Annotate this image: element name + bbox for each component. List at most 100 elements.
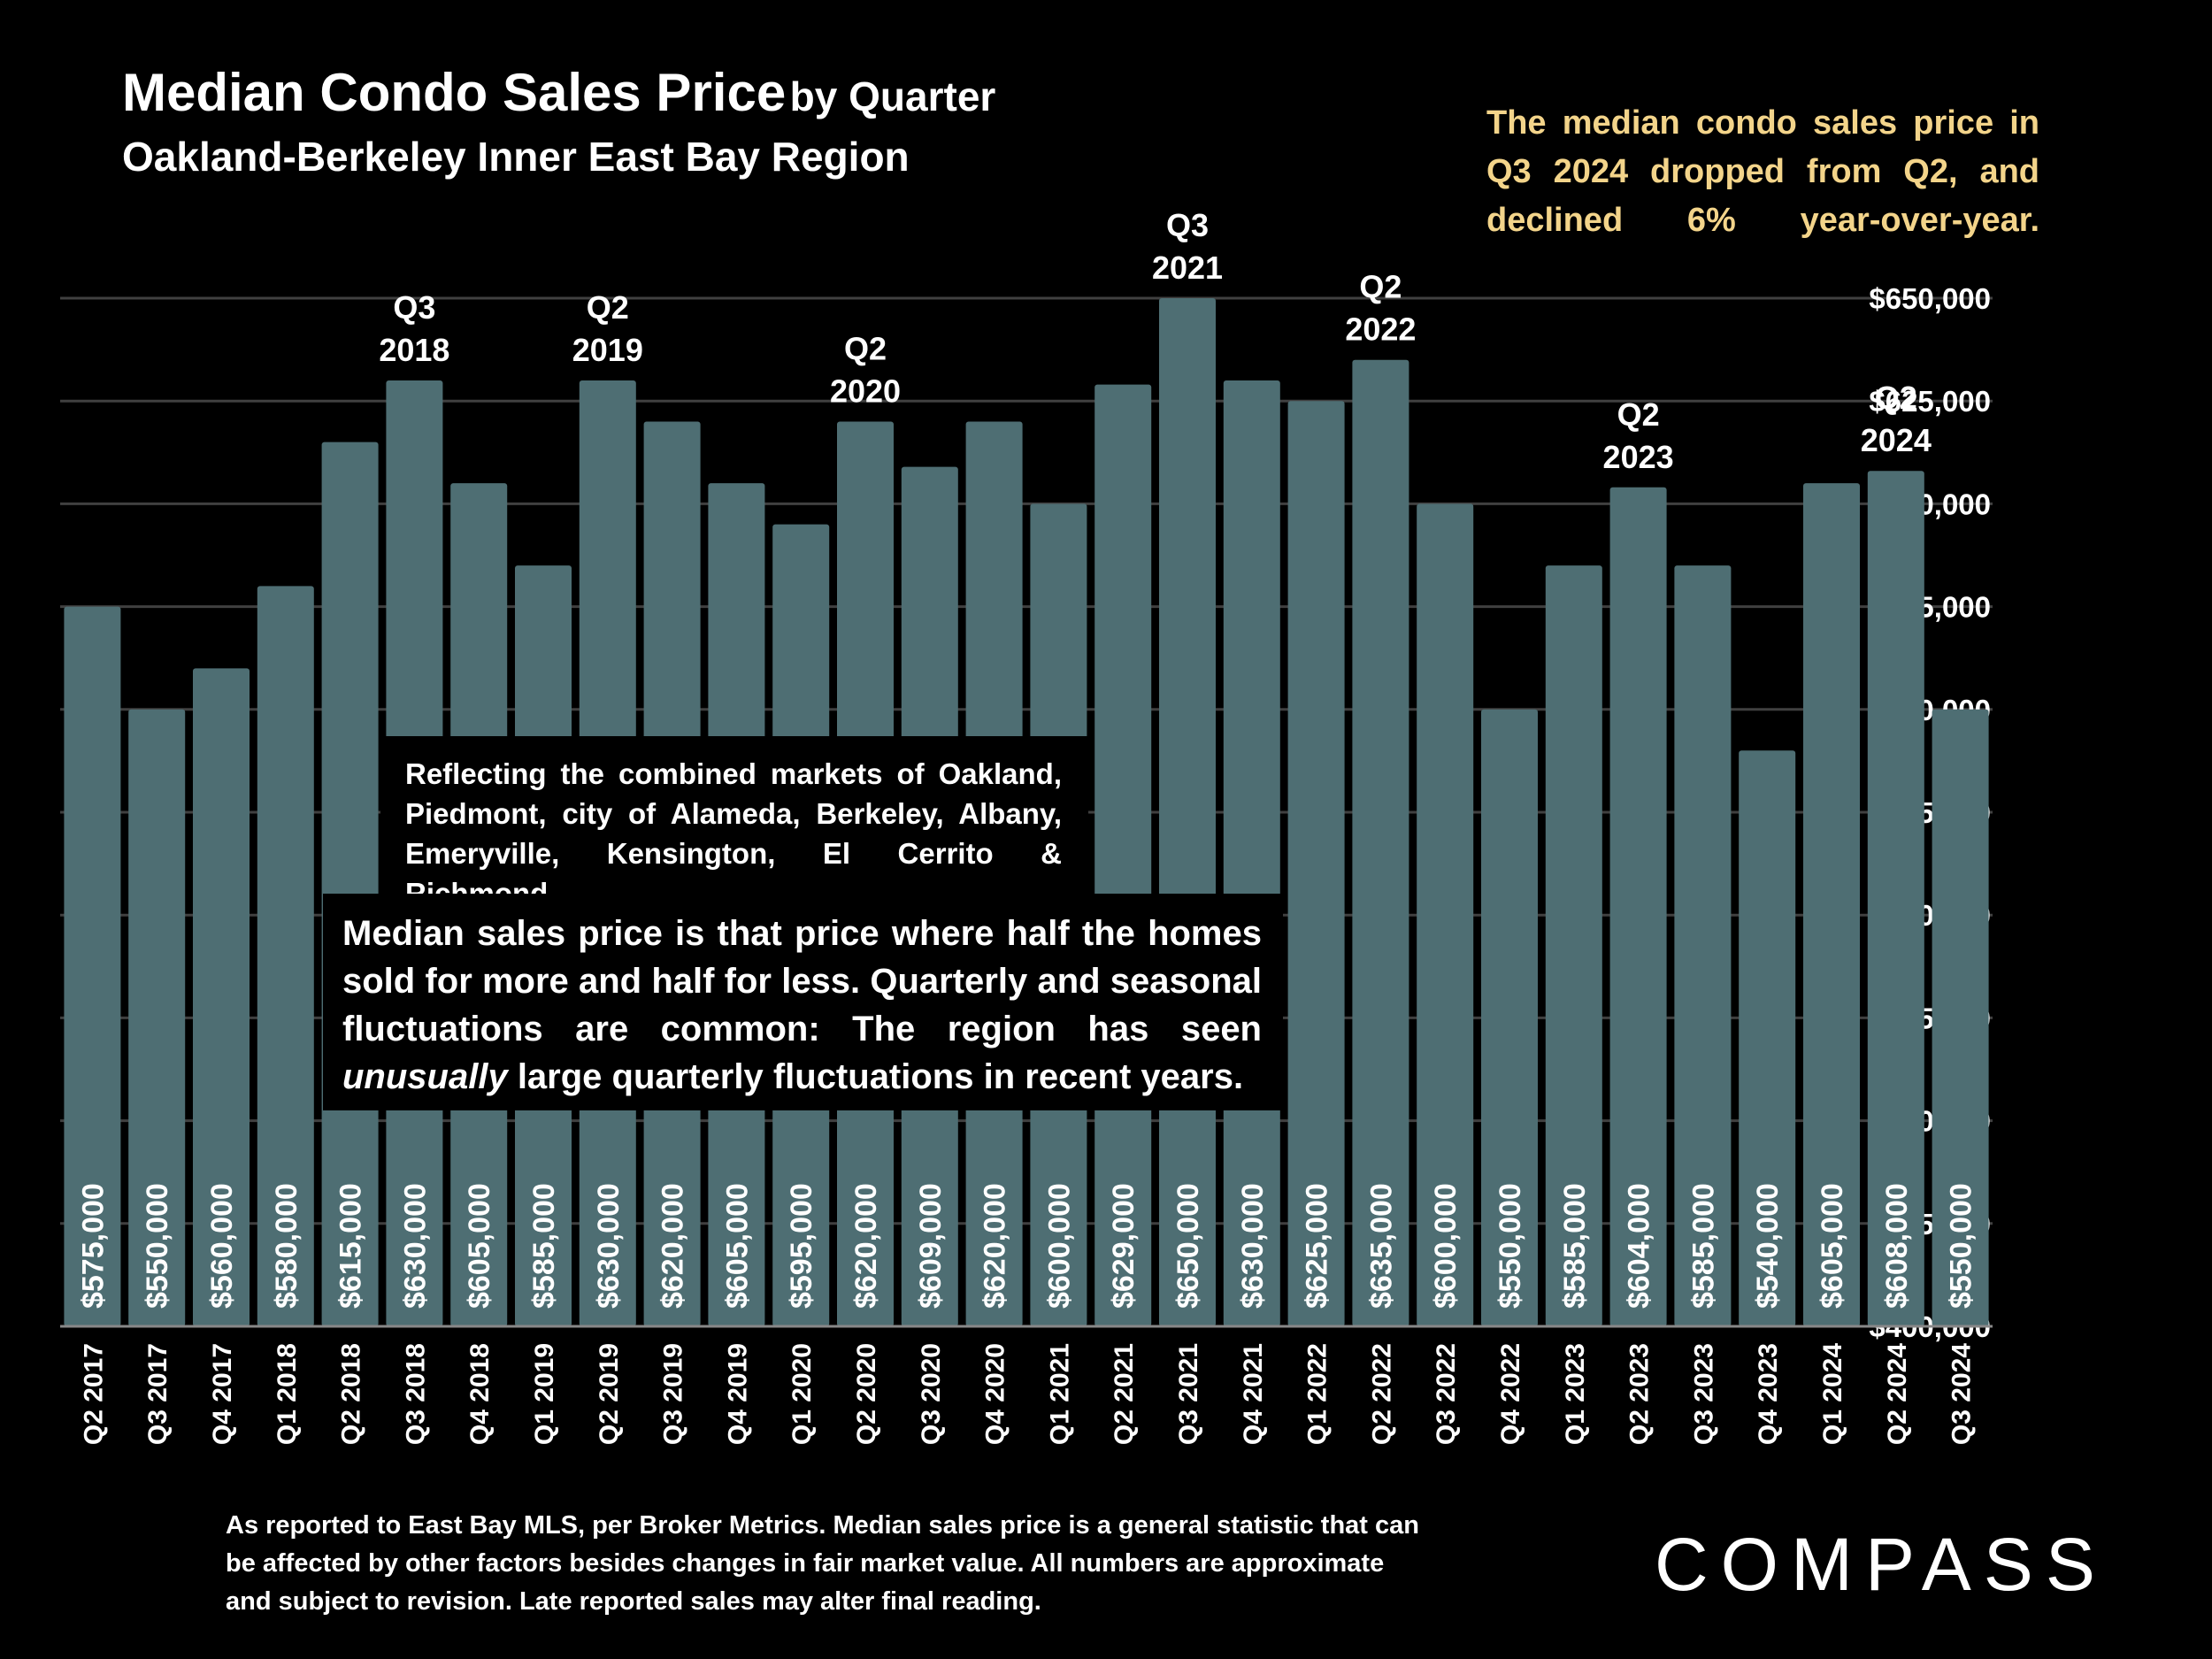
bar-value-label: $608,000	[1880, 1183, 1914, 1309]
median-note-emphasis: unusually	[342, 1057, 508, 1096]
peak-annotation-quarter: Q2	[587, 289, 629, 326]
peak-annotation-year: 2023	[1603, 439, 1674, 475]
x-tick-label: Q4 2018	[465, 1343, 495, 1445]
peak-annotation-year: 2020	[830, 373, 901, 409]
bar-value-label: $609,000	[914, 1183, 948, 1309]
bar	[1545, 565, 1602, 1326]
median-note-line: Median sales price is that price where h…	[342, 914, 1262, 953]
peak-annotation-quarter: Q2	[1359, 269, 1402, 305]
bar	[1417, 503, 1474, 1326]
bar	[1352, 359, 1409, 1327]
x-tick-label: Q1 2023	[1561, 1343, 1590, 1445]
x-tick-label: Q2 2022	[1367, 1343, 1396, 1445]
bar	[1481, 709, 1538, 1326]
bar-value-label: $635,000	[1364, 1183, 1398, 1309]
bar-value-label: $625,000	[1301, 1183, 1334, 1309]
footnote-line: As reported to East Bay MLS, per Broker …	[226, 1511, 1419, 1540]
x-tick-label: Q1 2024	[1818, 1343, 1847, 1445]
bar-value-label: $585,000	[1686, 1183, 1720, 1309]
peak-annotation-year: 2018	[379, 332, 449, 368]
x-tick-label: Q2 2023	[1625, 1343, 1655, 1445]
markets-note: Reflecting the combined markets of Oakla…	[380, 736, 1088, 910]
peak-annotation-year: 2021	[1152, 250, 1223, 286]
x-tick-label: Q3 2021	[1174, 1343, 1203, 1445]
bar-value-label: $615,000	[334, 1183, 368, 1309]
x-tick-label: Q1 2020	[787, 1343, 817, 1445]
x-tick-label: Q4 2019	[723, 1343, 752, 1445]
bar-value-label: $604,000	[1623, 1183, 1656, 1309]
peak-annotation-quarter: Q2	[1875, 380, 1917, 416]
peak-annotation-quarter: Q2	[1617, 396, 1660, 433]
callout-text: The median condo sales price in Q3 2024 …	[1486, 99, 2039, 245]
y-tick-label: $625,000	[1869, 385, 1991, 418]
bar-value-label: $650,000	[1171, 1183, 1205, 1309]
bar-value-label: $630,000	[592, 1183, 626, 1309]
x-tick-label: Q1 2021	[1045, 1343, 1074, 1445]
bar	[1159, 298, 1216, 1326]
median-note-line: unusually large quarterly fluctuations i…	[342, 1053, 1262, 1101]
bar-value-label: $540,000	[1751, 1183, 1785, 1309]
bar	[193, 668, 250, 1326]
x-tick-label: Q1 2022	[1303, 1343, 1333, 1445]
bar-value-label: $620,000	[979, 1183, 1012, 1309]
bar-value-label: $629,000	[1107, 1183, 1141, 1309]
bar-value-label: $550,000	[1945, 1183, 1978, 1309]
median-definition-note: Median sales price is that price where h…	[323, 894, 1283, 1110]
x-tick-label: Q2 2024	[1883, 1343, 1912, 1445]
x-tick-label: Q2 2021	[1110, 1343, 1139, 1445]
y-tick-label: $650,000	[1869, 282, 1991, 315]
x-tick-label: Q2 2018	[337, 1343, 366, 1445]
x-tick-label: Q1 2018	[273, 1343, 302, 1445]
peak-annotation-quarter: Q2	[844, 330, 887, 366]
bar	[1287, 401, 1345, 1327]
title-main: Median Condo Sales Price	[122, 63, 787, 122]
x-tick-label: Q3 2022	[1432, 1343, 1461, 1445]
x-tick-label: Q2 2020	[852, 1343, 881, 1445]
bar-value-label: $550,000	[141, 1183, 174, 1309]
x-tick-label: Q3 2023	[1689, 1343, 1718, 1445]
x-tick-label: Q3 2017	[143, 1343, 173, 1445]
bar	[257, 586, 314, 1326]
bar-value-label: $605,000	[1816, 1183, 1849, 1309]
bar	[1867, 471, 1924, 1326]
x-tick-label: Q4 2022	[1496, 1343, 1525, 1445]
x-tick-label: Q3 2024	[1947, 1343, 1977, 1445]
x-tick-label: Q4 2020	[981, 1343, 1010, 1445]
bar-value-label: $595,000	[785, 1183, 818, 1309]
x-tick-label: Q4 2023	[1754, 1343, 1783, 1445]
bar-value-label: $630,000	[398, 1183, 432, 1309]
median-note-rest: large quarterly fluctuations in recent y…	[507, 1057, 1244, 1096]
bar-value-label: $620,000	[849, 1183, 883, 1309]
bar	[1674, 565, 1732, 1326]
bar	[64, 606, 121, 1326]
title-suffix: by Quarter	[789, 73, 996, 119]
compass-logo: COMPASS	[1655, 1523, 2108, 1606]
bar	[128, 709, 186, 1326]
chart-title: Median Condo Sales Price by Quarter	[122, 62, 995, 123]
bar-value-label: $580,000	[270, 1183, 303, 1309]
x-tick-label: Q3 2019	[659, 1343, 688, 1445]
callout-line: Q3 2024 dropped from Q2, and	[1486, 153, 2039, 190]
bar-value-label: $600,000	[1042, 1183, 1076, 1309]
median-note-line: fluctuations are common: The region has …	[342, 1010, 1262, 1048]
median-note-line: sold for more and half for less. Quarter…	[342, 962, 1262, 1001]
bar-value-label: $620,000	[657, 1183, 690, 1309]
bar-value-label: $585,000	[527, 1183, 561, 1309]
bar-value-label: $630,000	[1236, 1183, 1270, 1309]
markets-note-line: Reflecting the combined markets of Oakla…	[405, 757, 1062, 790]
bar	[1803, 483, 1860, 1326]
bar-value-label: $600,000	[1429, 1183, 1463, 1309]
peak-annotation-quarter: Q3	[393, 289, 435, 326]
x-tick-label: Q4 2017	[208, 1343, 237, 1445]
footnote: As reported to East Bay MLS, per Broker …	[226, 1507, 1473, 1621]
x-tick-label: Q2 2017	[79, 1343, 108, 1445]
bar-value-label: $605,000	[720, 1183, 754, 1309]
bar-value-label: $550,000	[1494, 1183, 1527, 1309]
footnote-line: be affected by other factors besides cha…	[226, 1549, 1385, 1578]
bar-value-label: $560,000	[205, 1183, 239, 1309]
peak-annotation-year: 2019	[572, 332, 643, 368]
bar	[1932, 709, 1989, 1326]
x-tick-label: Q2 2019	[595, 1343, 624, 1445]
bar-value-label: $585,000	[1558, 1183, 1592, 1309]
